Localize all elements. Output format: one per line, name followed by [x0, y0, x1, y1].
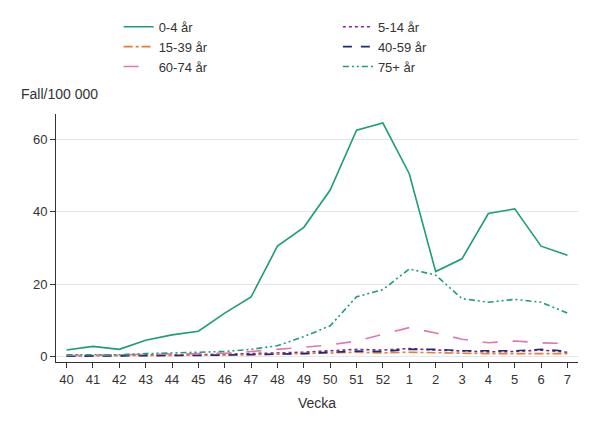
svg-text:1: 1 — [406, 372, 413, 387]
svg-text:5: 5 — [511, 372, 518, 387]
svg-text:75+ år: 75+ år — [378, 60, 416, 75]
svg-text:43: 43 — [138, 372, 152, 387]
svg-text:44: 44 — [165, 372, 179, 387]
svg-text:3: 3 — [458, 372, 465, 387]
svg-text:15-39 år: 15-39 år — [159, 40, 208, 55]
svg-text:45: 45 — [191, 372, 205, 387]
svg-text:20: 20 — [33, 277, 47, 292]
svg-text:2: 2 — [432, 372, 439, 387]
svg-text:4: 4 — [485, 372, 492, 387]
svg-text:Fall/100 000: Fall/100 000 — [21, 86, 98, 102]
svg-text:46: 46 — [217, 372, 231, 387]
svg-text:51: 51 — [349, 372, 363, 387]
svg-text:60-74 år: 60-74 år — [159, 60, 208, 75]
svg-text:0: 0 — [40, 349, 47, 364]
svg-text:7: 7 — [564, 372, 571, 387]
svg-text:60: 60 — [33, 132, 47, 147]
svg-text:49: 49 — [297, 372, 311, 387]
svg-text:Vecka: Vecka — [298, 395, 336, 411]
svg-text:52: 52 — [376, 372, 390, 387]
svg-text:41: 41 — [86, 372, 100, 387]
svg-text:42: 42 — [112, 372, 126, 387]
svg-text:40-59 år: 40-59 år — [378, 40, 427, 55]
svg-text:47: 47 — [244, 372, 258, 387]
svg-text:48: 48 — [270, 372, 284, 387]
svg-text:50: 50 — [323, 372, 337, 387]
svg-text:40: 40 — [33, 204, 47, 219]
svg-text:6: 6 — [537, 372, 544, 387]
svg-text:40: 40 — [59, 372, 73, 387]
svg-text:5-14 år: 5-14 år — [378, 20, 420, 35]
svg-text:0-4 år: 0-4 år — [159, 20, 194, 35]
